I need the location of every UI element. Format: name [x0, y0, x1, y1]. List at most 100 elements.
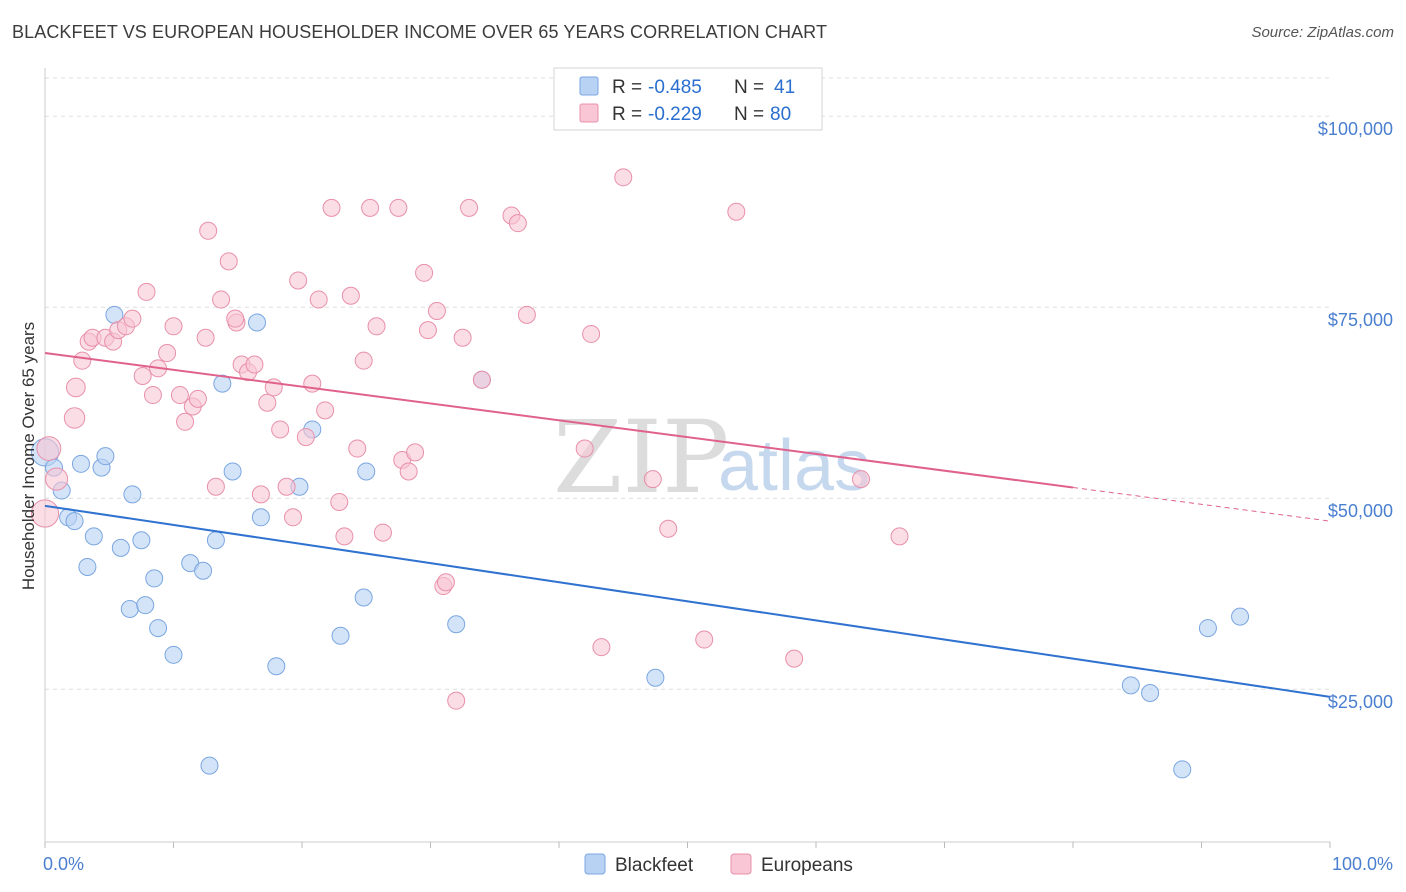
data-point-europeans [277, 477, 296, 496]
legend-blackfeet-swatch [584, 853, 606, 875]
data-point-blackfeet [149, 619, 168, 638]
data-point-europeans [309, 290, 328, 309]
data-point-europeans [212, 290, 231, 309]
data-point-europeans [164, 317, 183, 336]
data-point-blackfeet [251, 508, 270, 527]
data-point-europeans [245, 355, 264, 374]
stats-blackfeet-r-value: -0.485 [648, 77, 702, 98]
data-point-europeans [472, 370, 491, 389]
data-point-europeans [158, 344, 177, 363]
data-point-blackfeet [1198, 619, 1217, 638]
data-point-europeans [73, 351, 92, 370]
series-europeans [30, 168, 909, 710]
data-point-blackfeet [248, 313, 267, 332]
data-point-europeans [418, 321, 437, 340]
data-point-europeans [695, 630, 714, 649]
data-point-europeans [367, 317, 386, 336]
data-point-europeans [176, 412, 195, 431]
data-point-europeans [133, 366, 152, 385]
data-point-blackfeet [1141, 684, 1160, 703]
data-point-europeans [143, 386, 162, 405]
data-point-blackfeet [111, 538, 130, 557]
stats-europeans-n-label: N = [734, 104, 764, 125]
y-axis-title: Householder Income Over 65 years [19, 322, 38, 590]
data-point-europeans [170, 386, 189, 405]
data-point-europeans [341, 286, 360, 305]
trend-lines [44, 352, 1331, 698]
data-point-europeans [348, 439, 367, 458]
data-point-europeans [614, 168, 633, 187]
stats-legend: R = -0.485 N = 41 R = -0.229 N = 80 [553, 67, 823, 131]
data-point-blackfeet [357, 462, 376, 481]
trend-line-europeans-dashed [1072, 487, 1331, 522]
data-point-blackfeet [71, 454, 90, 473]
data-point-europeans [517, 305, 536, 324]
data-point-europeans [45, 467, 69, 491]
data-point-europeans [643, 470, 662, 489]
watermark: ZIP atlas [553, 399, 870, 516]
data-point-europeans [727, 202, 746, 221]
stats-legend-box [553, 67, 823, 131]
x-tick-label: 0.0% [43, 854, 84, 874]
watermark-atlas: atlas [718, 426, 870, 506]
data-point-blackfeet [223, 462, 242, 481]
data-point-europeans [436, 573, 455, 592]
data-point-europeans [399, 462, 418, 481]
data-point-blackfeet [354, 588, 373, 607]
data-point-blackfeet [206, 531, 225, 550]
data-point-europeans [389, 198, 408, 217]
watermark-zip: ZIP [553, 399, 729, 516]
data-point-europeans [447, 691, 466, 710]
data-point-europeans [199, 221, 218, 240]
data-point-blackfeet [96, 447, 115, 466]
data-point-europeans [219, 252, 238, 271]
stats-europeans-r-value: -0.229 [648, 104, 702, 125]
data-point-europeans [453, 328, 472, 347]
data-point-europeans [284, 508, 303, 527]
data-point-europeans [406, 443, 425, 462]
data-point-europeans [659, 519, 678, 538]
legend-europeans-swatch [730, 853, 752, 875]
data-point-blackfeet [145, 569, 164, 588]
data-point-europeans [361, 198, 380, 217]
data-point-europeans [226, 309, 245, 328]
data-point-europeans [890, 527, 909, 546]
data-point-blackfeet [65, 512, 84, 531]
data-point-blackfeet [1173, 760, 1192, 779]
trend-line-blackfeet [44, 504, 1331, 698]
data-point-blackfeet [132, 531, 151, 550]
stats-blackfeet-n-label: N = [734, 77, 764, 98]
x-tick-label: 100.0% [1332, 854, 1393, 874]
data-point-blackfeet [646, 668, 665, 687]
data-point-europeans [354, 351, 373, 370]
data-point-blackfeet [267, 657, 286, 676]
data-point-europeans [335, 527, 354, 546]
data-point-blackfeet [194, 561, 213, 580]
data-point-europeans [582, 324, 601, 343]
stats-europeans-swatch [579, 103, 599, 123]
data-point-europeans [36, 436, 62, 461]
data-point-europeans [373, 523, 392, 542]
data-point-europeans [785, 649, 804, 668]
data-point-europeans [427, 302, 446, 321]
data-point-europeans [206, 477, 225, 496]
data-point-blackfeet [1231, 607, 1250, 626]
series-legend: Blackfeet Europeans [584, 853, 853, 876]
trend-line-europeans [44, 352, 1074, 489]
data-point-blackfeet [1121, 676, 1140, 695]
data-point-blackfeet [136, 596, 155, 615]
data-point-europeans [137, 282, 156, 301]
data-point-europeans [322, 198, 341, 217]
data-point-europeans [460, 198, 479, 217]
legend-europeans-label: Europeans [761, 855, 853, 876]
y-tick-labels: $25,000 $50,000 $75,000 $100,000 [1318, 119, 1393, 712]
y-tick-label: $75,000 [1328, 310, 1393, 330]
y-tick-label: $25,000 [1328, 692, 1393, 712]
data-point-blackfeet [213, 374, 232, 393]
data-point-europeans [330, 493, 349, 512]
legend-blackfeet-label: Blackfeet [615, 855, 694, 876]
x-tick-labels: 0.0% 100.0% [43, 854, 1393, 874]
data-point-blackfeet [200, 756, 219, 775]
data-point-europeans [575, 439, 594, 458]
